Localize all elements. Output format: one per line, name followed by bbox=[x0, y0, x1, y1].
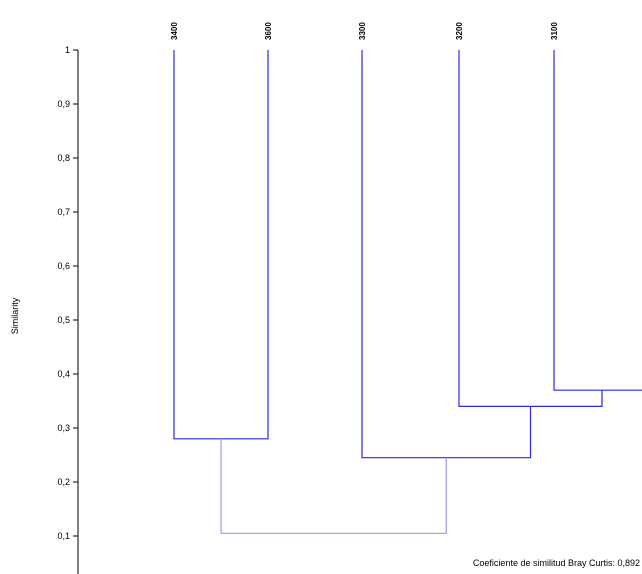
leaf-label: 3300 bbox=[358, 22, 367, 40]
y-tick-label: 0,3 bbox=[57, 423, 70, 433]
leaf-label: 3100 bbox=[550, 22, 559, 40]
coefficient-note: Coeficiente de similitud Bray Curtis: 0,… bbox=[473, 558, 640, 568]
y-axis-title: Similarity bbox=[10, 297, 20, 334]
y-tick-label: 0,1 bbox=[57, 531, 70, 541]
y-tick-label: 0,2 bbox=[57, 477, 70, 487]
y-tick-label: 0,4 bbox=[57, 369, 70, 379]
y-tick-label: 0,6 bbox=[57, 261, 70, 271]
leaf-labels: 340036003300320031003500 bbox=[170, 22, 559, 40]
y-tick-label: 0,7 bbox=[57, 207, 70, 217]
y-tick-label: 0,8 bbox=[57, 153, 70, 163]
dendrogram-links bbox=[173, 50, 642, 534]
y-tick-label: 0,5 bbox=[57, 315, 70, 325]
y-tick-label: 0,9 bbox=[57, 99, 70, 109]
dendrogram-link bbox=[173, 50, 269, 440]
dendrogram-link bbox=[458, 50, 603, 407]
dendrogram-link bbox=[553, 50, 642, 391]
dendrogram-link bbox=[361, 50, 532, 459]
leaf-label: 3400 bbox=[170, 22, 179, 40]
leaf-label: 3600 bbox=[264, 22, 273, 40]
y-axis: 0,1 0,2 0,3 0,4 0,5 0,6 0,7 0,8 0,9 1 bbox=[57, 45, 79, 574]
y-tick-label: 1 bbox=[65, 45, 70, 55]
dendrogram-link bbox=[220, 438, 447, 534]
leaf-label: 3200 bbox=[455, 22, 464, 40]
